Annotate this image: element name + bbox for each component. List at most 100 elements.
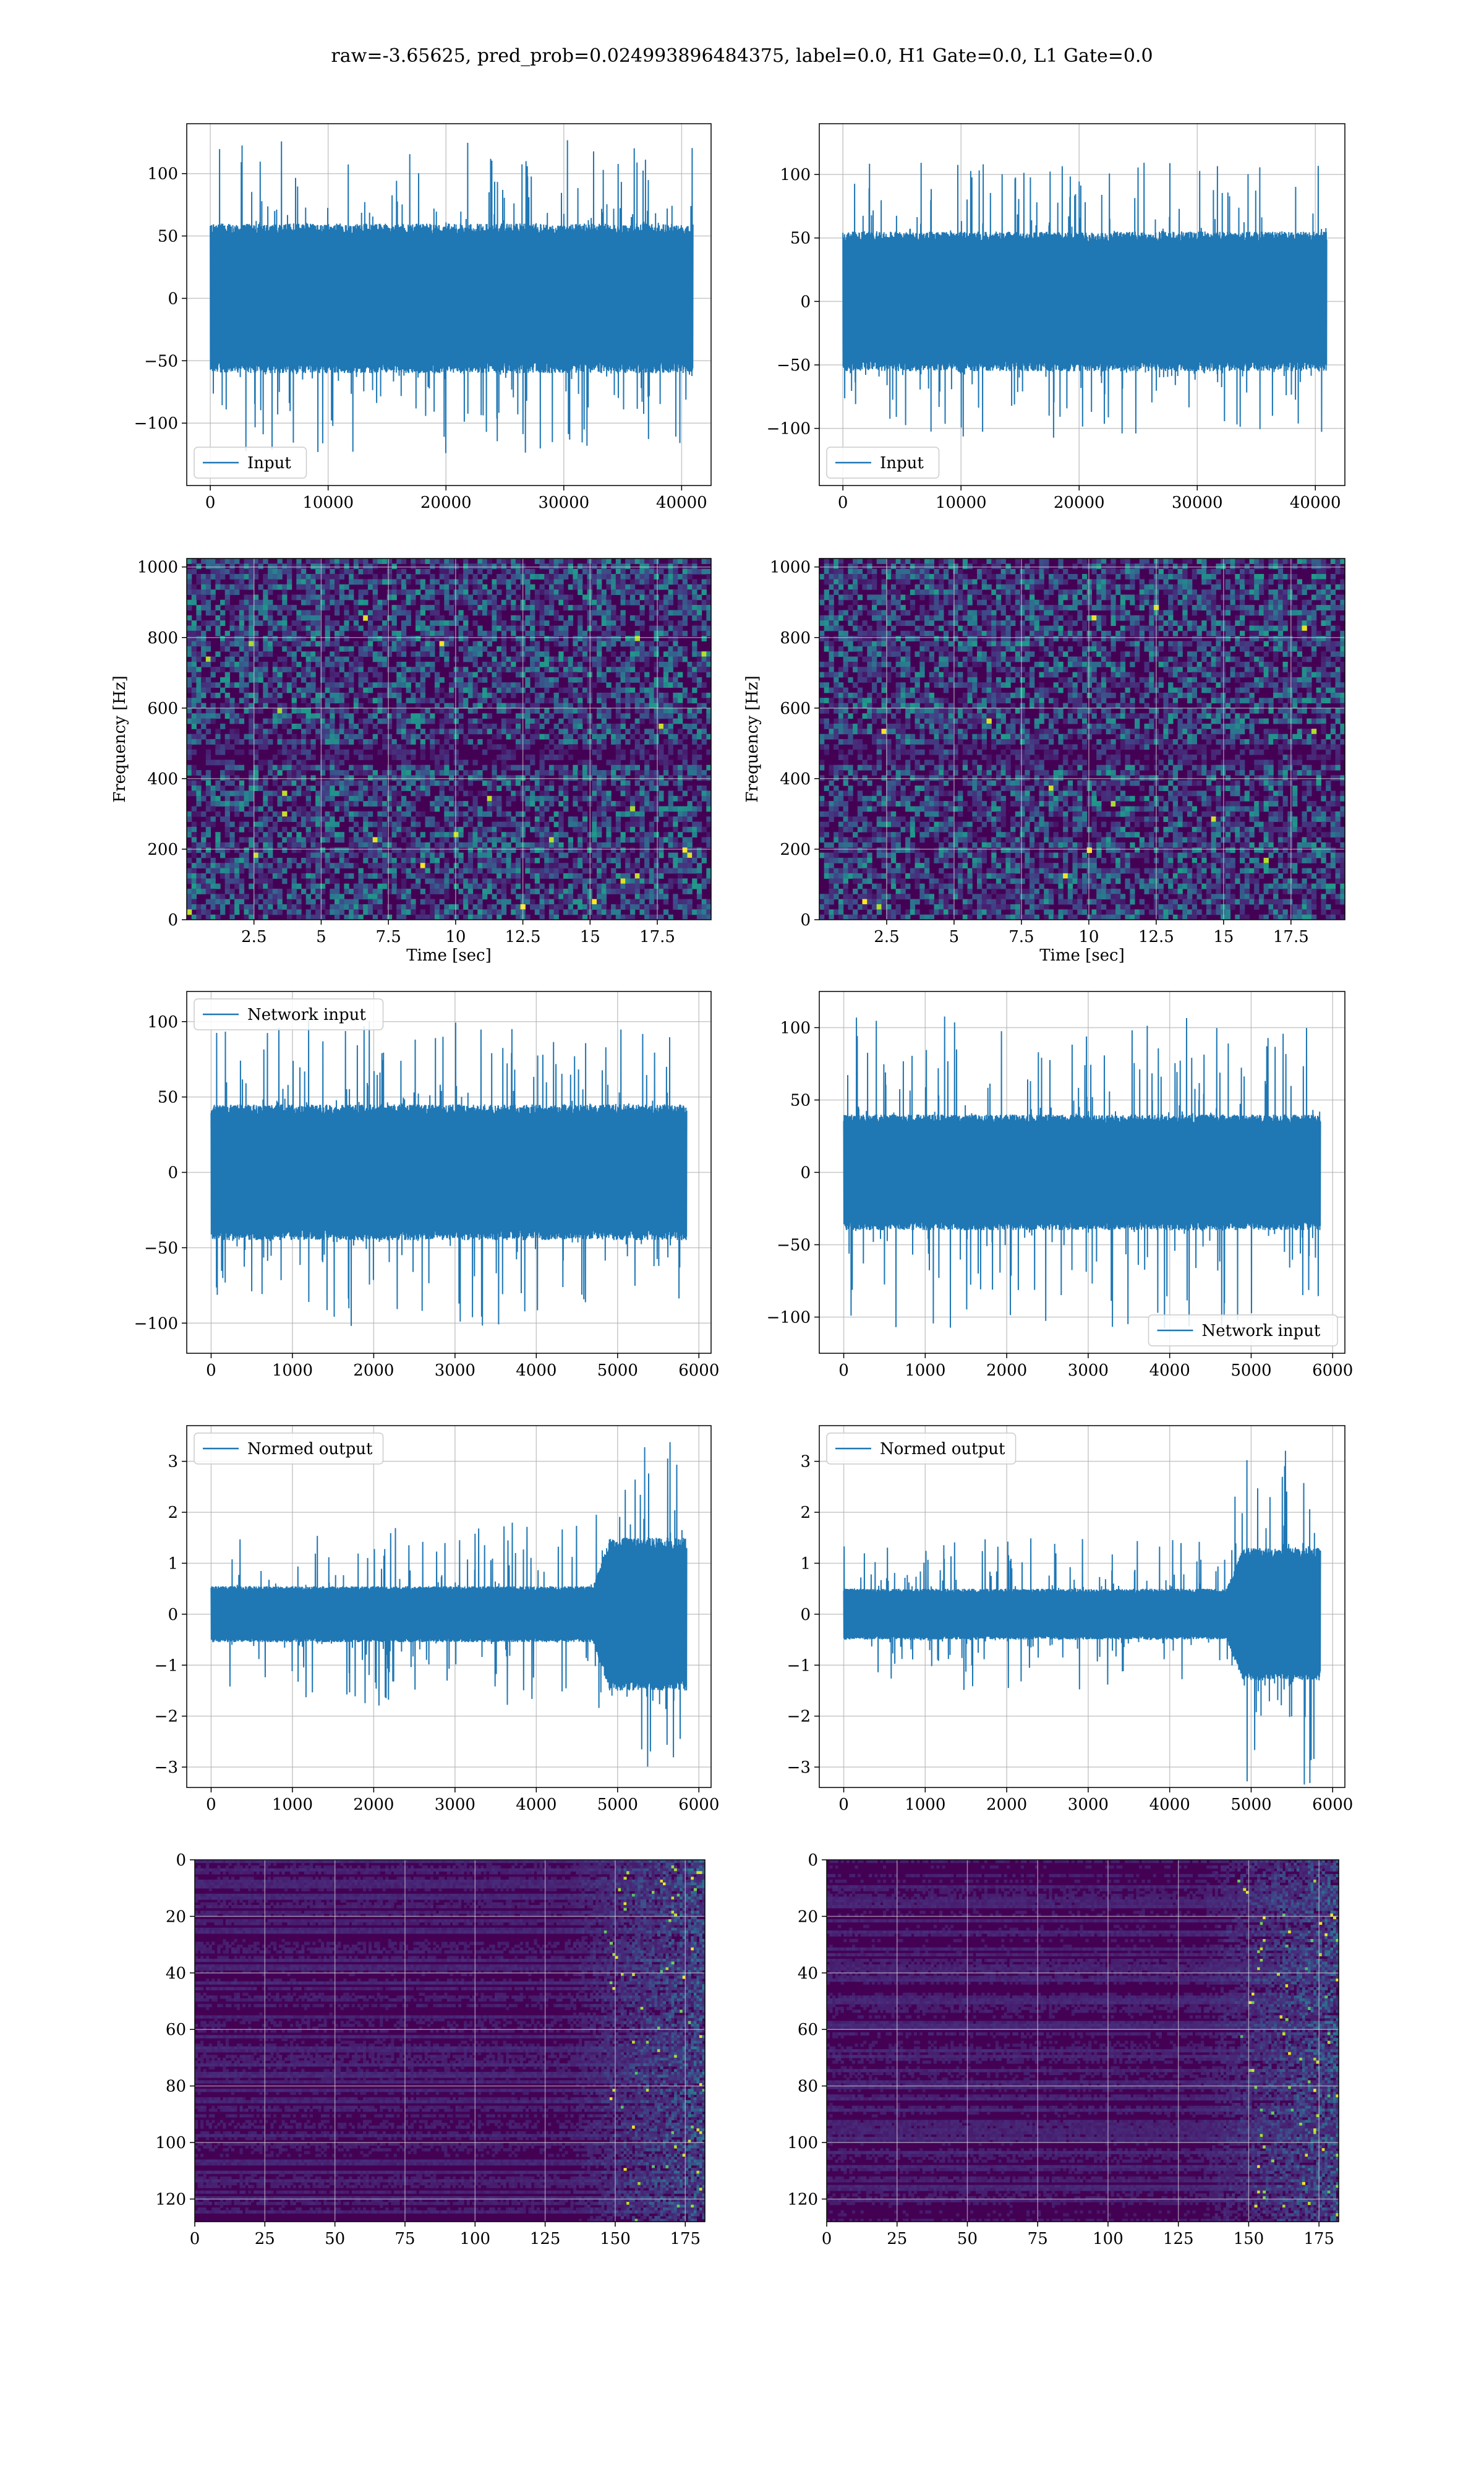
heatmap-cell	[578, 894, 583, 900]
heatmap-cell	[411, 729, 416, 735]
heatmap-cell	[492, 620, 497, 626]
heatmap-cell	[692, 646, 697, 652]
heatmap-cell	[239, 661, 245, 667]
heatmap-cell	[539, 574, 545, 580]
heatmap-cell	[615, 811, 621, 817]
heatmap-cell	[558, 852, 564, 858]
heatmap-cell	[335, 821, 340, 828]
heatmap-cell	[301, 914, 307, 920]
heatmap-cell	[573, 667, 578, 673]
heatmap-cell	[291, 724, 297, 729]
heatmap-cell	[682, 605, 688, 610]
heatmap-cell	[320, 605, 326, 610]
heatmap-cell	[682, 646, 688, 652]
heatmap-cell	[367, 899, 373, 905]
heatmap-cell	[625, 703, 631, 709]
heatmap-cell	[358, 739, 364, 745]
heatmap-cell	[372, 656, 378, 662]
heatmap-cell	[401, 646, 407, 652]
heatmap-cell	[272, 857, 278, 863]
heatmap-cell	[272, 667, 278, 673]
heatmap-cell	[396, 630, 402, 636]
heatmap-cell	[263, 559, 268, 564]
heatmap-cell	[463, 599, 469, 606]
heatmap-cell	[396, 672, 402, 678]
heatmap-cell	[430, 739, 435, 745]
heatmap-cell	[286, 672, 292, 678]
plot-area-input-l1	[819, 124, 1345, 486]
heatmap-cell	[511, 589, 516, 595]
heatmap-cell	[187, 568, 192, 575]
heatmap-cell	[411, 764, 416, 771]
heatmap-cell	[315, 790, 321, 797]
heatmap-cell	[458, 832, 464, 838]
heatmap-cell	[291, 780, 297, 786]
heatmap-cell	[320, 692, 326, 698]
heatmap-cell	[701, 878, 707, 884]
heatmap-cell	[416, 873, 421, 879]
heatmap-cell	[678, 656, 683, 662]
heatmap-cell	[258, 873, 263, 879]
heatmap-cell	[325, 661, 330, 667]
heatmap-cell	[205, 755, 211, 760]
heatmap-cell	[534, 883, 540, 889]
heatmap-cell	[286, 863, 292, 869]
heatmap-cell	[444, 780, 450, 786]
heatmap-cell	[210, 785, 216, 791]
heatmap-cell	[463, 739, 469, 745]
heatmap-cell	[663, 894, 669, 900]
heatmap-cell	[558, 749, 564, 755]
heatmap-cell	[682, 594, 688, 601]
heatmap-cell	[325, 790, 330, 797]
heatmap-cell	[568, 883, 573, 889]
heatmap-cell	[525, 795, 531, 802]
heatmap-cell	[654, 574, 659, 580]
heatmap-cell	[239, 780, 245, 786]
heatmap-cell	[268, 682, 273, 688]
heatmap-cell	[644, 857, 650, 863]
heatmap-cell	[335, 801, 340, 807]
heatmap-cell	[258, 605, 263, 610]
heatmap-cell	[215, 579, 221, 585]
heatmap-cell	[196, 811, 202, 817]
heatmap-cell	[463, 868, 469, 874]
heatmap-cell	[229, 651, 235, 657]
heatmap-cell	[615, 724, 621, 729]
heatmap-cell	[453, 852, 459, 858]
heatmap-cell	[272, 584, 278, 590]
heatmap-cell	[234, 579, 240, 585]
heatmap-cell	[363, 904, 369, 910]
heatmap-cell	[187, 873, 192, 879]
heatmap-cell	[578, 873, 583, 879]
heatmap-cell	[196, 589, 202, 595]
heatmap-cell	[320, 764, 326, 771]
heatmap-cell	[258, 863, 263, 869]
heatmap-cell	[458, 878, 464, 884]
heatmap-cell	[563, 646, 569, 652]
heatmap-cell	[411, 599, 416, 606]
heatmap-cell	[253, 677, 259, 683]
heatmap-cell	[391, 770, 397, 776]
heatmap-cell	[339, 739, 344, 745]
heatmap-cell	[615, 873, 621, 879]
heatmap-cell	[310, 594, 316, 601]
heatmap-cell	[272, 625, 278, 631]
heatmap-cell	[372, 708, 378, 714]
heatmap-cell	[205, 785, 211, 791]
heatmap-cell	[592, 785, 597, 791]
heatmap-cell	[463, 816, 469, 822]
heatmap-cell	[629, 636, 636, 641]
heatmap-cell	[439, 749, 445, 755]
heatmap-cell	[358, 790, 364, 797]
heatmap-cell	[578, 760, 583, 766]
heatmap-cell	[482, 677, 488, 683]
heatmap-cell	[330, 760, 335, 766]
heatmap-cell	[548, 852, 555, 858]
heatmap-cell	[215, 837, 221, 843]
heatmap-cell	[615, 801, 621, 807]
heatmap-cell	[253, 692, 259, 698]
heatmap-cell	[692, 625, 697, 631]
heatmap-cell	[553, 615, 559, 621]
heatmap-cell	[358, 703, 364, 709]
heatmap-cell	[654, 713, 659, 719]
